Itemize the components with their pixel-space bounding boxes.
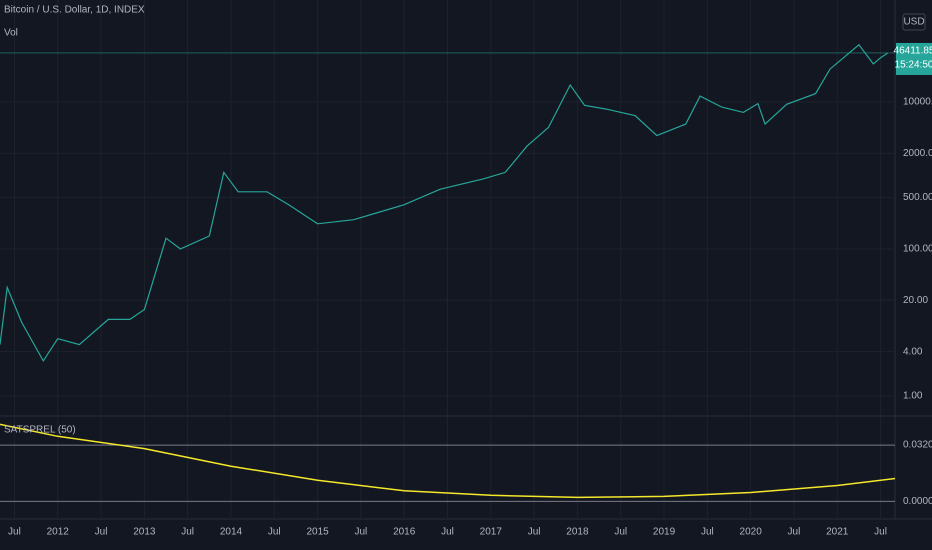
- x-tick-label: Jul: [788, 527, 801, 538]
- x-tick-label: Jul: [354, 527, 367, 538]
- x-tick-label: 2016: [393, 527, 416, 538]
- x-tick-label: Jul: [441, 527, 454, 538]
- y-tick-label: 100.00: [903, 244, 932, 255]
- last-price-label: 46411.85: [894, 46, 932, 57]
- x-tick-label: 2013: [133, 527, 156, 538]
- indicator-line: [0, 423, 896, 499]
- x-tick-label: 2012: [47, 527, 70, 538]
- countdown-label: 15:24:50: [895, 60, 932, 71]
- symbol-title: Bitcoin / U.S. Dollar, 1D, INDEX: [4, 5, 145, 16]
- grid: [0, 0, 895, 518]
- y-tick-label: 20.00: [903, 295, 928, 306]
- plot: [0, 43, 896, 499]
- currency-label[interactable]: USD: [903, 17, 924, 28]
- x-tick-label: 2021: [826, 527, 849, 538]
- x-tick-label: Jul: [268, 527, 281, 538]
- y-tick-label: 500.00: [903, 192, 932, 203]
- volume-label: Vol: [4, 28, 18, 39]
- y-tick-label: 4.00: [903, 346, 923, 357]
- x-tick-label: Jul: [8, 527, 21, 538]
- x-tick-label: 2019: [653, 527, 676, 538]
- y-tick-label: 2000.00: [903, 148, 932, 159]
- x-tick-label: Jul: [701, 527, 714, 538]
- x-tick-label: Jul: [614, 527, 627, 538]
- x-tick-label: 2015: [306, 527, 329, 538]
- price-line: [0, 43, 889, 363]
- x-tick-label: Jul: [528, 527, 541, 538]
- x-tick-label: 2020: [740, 527, 763, 538]
- x-tick-label: 2018: [566, 527, 589, 538]
- y-tick-label: 10000.00: [903, 97, 932, 108]
- indicator-label: SATSPREL (50): [4, 425, 76, 436]
- y-tick-label: 0.00000: [903, 496, 932, 507]
- x-tick-label: 2014: [220, 527, 243, 538]
- x-tick-label: Jul: [95, 527, 108, 538]
- x-tick-label: 2017: [480, 527, 503, 538]
- last-price-box: [896, 42, 932, 75]
- y-tick-label: 1.00: [903, 391, 923, 402]
- x-tick-label: Jul: [181, 527, 194, 538]
- x-tick-label: Jul: [874, 527, 887, 538]
- currency-box[interactable]: [902, 13, 926, 31]
